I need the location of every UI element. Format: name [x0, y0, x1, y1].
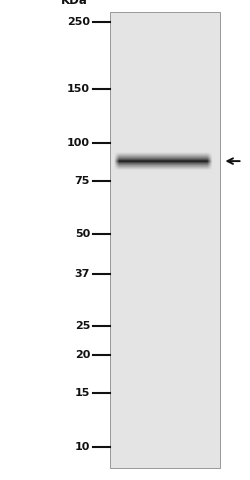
- Text: 37: 37: [74, 269, 90, 279]
- Text: 20: 20: [74, 350, 90, 360]
- Text: 10: 10: [74, 442, 90, 452]
- Text: 50: 50: [75, 229, 90, 239]
- Text: 15: 15: [74, 388, 90, 398]
- Bar: [110, 12, 220, 468]
- Text: 25: 25: [74, 321, 90, 331]
- Text: 150: 150: [67, 84, 90, 94]
- Text: 100: 100: [67, 138, 90, 148]
- Text: 75: 75: [74, 176, 90, 186]
- Text: KDa: KDa: [60, 0, 88, 7]
- Text: 250: 250: [67, 17, 90, 27]
